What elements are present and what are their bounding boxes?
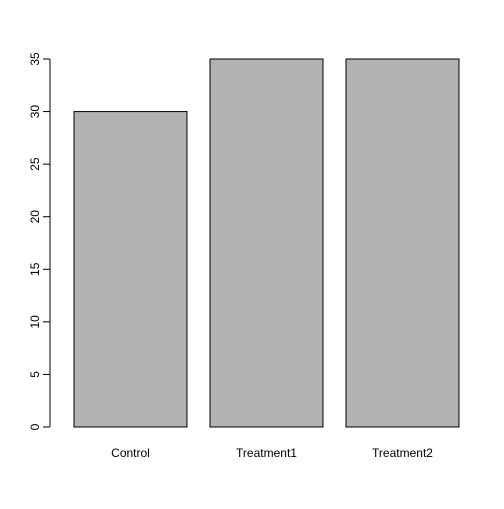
y-tick-label: 5 [28,371,42,378]
bar-treatment2 [345,58,460,428]
bar-treatment1 [209,58,324,428]
bar-control [73,111,188,428]
x-tick-label: Treatment2 [372,446,433,460]
y-tick-label: 15 [28,262,42,276]
y-tick-label: 25 [28,157,42,171]
y-tick-label: 20 [28,210,42,224]
y-tick-label: 35 [28,52,42,66]
bars-group [73,58,460,428]
y-tick-label: 10 [28,315,42,329]
x-tick-label: Control [111,446,150,460]
x-axis-labels: Control Treatment1 Treatment2 [111,446,433,460]
y-tick-label: 30 [28,105,42,119]
x-tick-label: Treatment1 [236,446,297,460]
y-axis: 0 5 10 15 20 25 30 35 [28,52,51,430]
y-tick-label: 0 [28,423,42,430]
